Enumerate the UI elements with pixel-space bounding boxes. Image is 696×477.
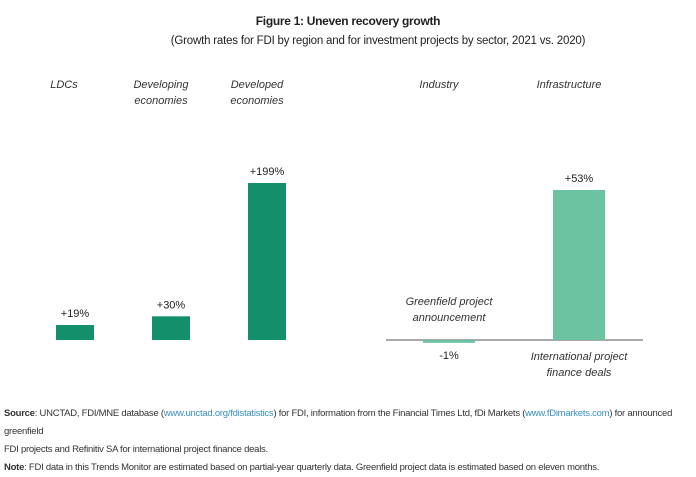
source-label: Source xyxy=(4,408,35,419)
data-label: +53% xyxy=(565,173,594,185)
unctad-link[interactable]: www.unctad.org/fdistatistics xyxy=(163,408,274,419)
bar-industry xyxy=(423,340,475,343)
bar-description: International project xyxy=(531,351,629,363)
category-label: Developed xyxy=(231,79,284,91)
chart-canvas: LDCs +19% Developing economies +30% Developed… xyxy=(50,79,643,379)
category-label: Developing xyxy=(133,79,189,91)
fdimarkets-link[interactable]: www.fDimarkets.com xyxy=(525,408,610,419)
source-note: Source: UNCTAD, FDI/MNE database (www.un… xyxy=(4,405,696,477)
bar-ldcs xyxy=(56,325,94,340)
data-label: +19% xyxy=(61,308,90,320)
bar-description: announcement xyxy=(413,312,487,324)
data-label: -1% xyxy=(439,350,459,362)
data-label: +30% xyxy=(157,299,186,311)
data-label: +199% xyxy=(250,166,285,178)
source-text: FDI projects and Refinitiv SA for intern… xyxy=(4,444,268,455)
source-text: ) for FDI, information from the Financia… xyxy=(273,408,526,419)
bar-developed-economies xyxy=(248,183,286,340)
source-text: : UNCTAD, FDI/MNE database ( xyxy=(34,408,164,419)
bar-description: finance deals xyxy=(547,367,612,379)
category-label: Infrastructure xyxy=(537,79,602,91)
chart-subtitle: (Growth rates for FDI by region and for … xyxy=(170,35,586,47)
bar-developing-economies xyxy=(152,316,190,340)
category-label: Industry xyxy=(419,79,460,91)
chart-title: Figure 1: Uneven recovery growth xyxy=(255,14,441,28)
bar-infrastructure xyxy=(553,190,605,340)
bar-description: Greenfield project xyxy=(406,296,494,308)
category-label: economies xyxy=(230,95,284,107)
source-text: ) for announced greenfield xyxy=(4,408,673,437)
category-label: economies xyxy=(134,95,188,107)
category-label: LDCs xyxy=(50,79,78,91)
